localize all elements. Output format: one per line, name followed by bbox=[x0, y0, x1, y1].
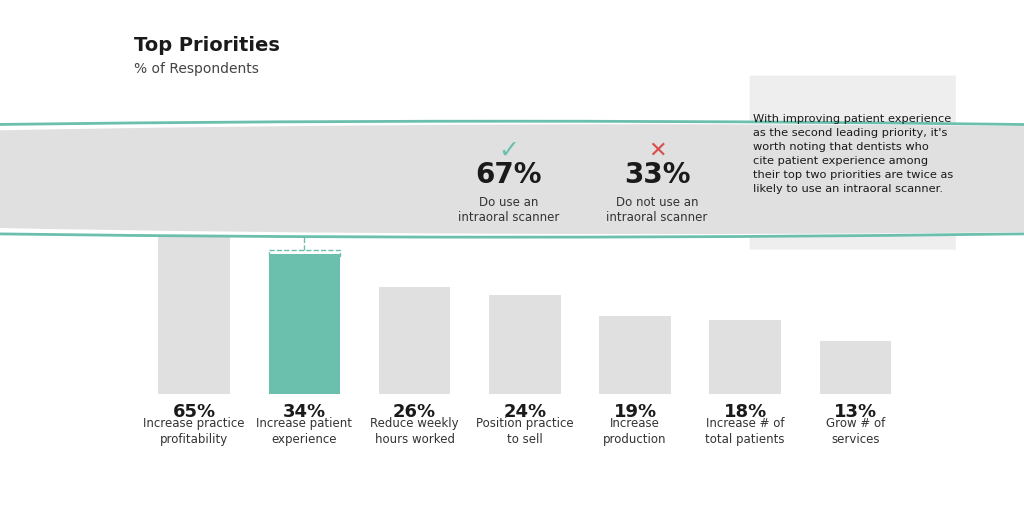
Text: Reduce weekly
hours worked: Reduce weekly hours worked bbox=[371, 417, 459, 446]
Text: 67%: 67% bbox=[475, 161, 542, 189]
Text: ✓: ✓ bbox=[498, 138, 519, 162]
Text: 34%: 34% bbox=[283, 403, 326, 421]
Circle shape bbox=[0, 121, 1024, 237]
Circle shape bbox=[0, 125, 1024, 233]
Text: 24%: 24% bbox=[503, 403, 547, 421]
Text: ✕: ✕ bbox=[648, 140, 667, 160]
Text: Increase
production: Increase production bbox=[603, 417, 667, 446]
Text: % of Respondents: % of Respondents bbox=[133, 62, 258, 76]
Text: 18%: 18% bbox=[724, 403, 767, 421]
Text: With improving patient experience
as the second leading priority, it's
worth not: With improving patient experience as the… bbox=[753, 114, 953, 194]
FancyBboxPatch shape bbox=[750, 75, 955, 250]
Text: Increase practice
profitability: Increase practice profitability bbox=[143, 417, 245, 446]
Text: 26%: 26% bbox=[393, 403, 436, 421]
Text: 19%: 19% bbox=[613, 403, 656, 421]
Text: Top Priorities: Top Priorities bbox=[133, 36, 280, 55]
Text: Increase patient
experience: Increase patient experience bbox=[256, 417, 352, 446]
Text: Increase # of
total patients: Increase # of total patients bbox=[706, 417, 785, 446]
Text: 13%: 13% bbox=[834, 403, 877, 421]
Bar bbox=[489, 295, 560, 395]
Text: 33%: 33% bbox=[624, 161, 690, 189]
Bar bbox=[599, 316, 671, 395]
Bar bbox=[268, 253, 340, 395]
Text: Do use an
intraoral scanner: Do use an intraoral scanner bbox=[458, 196, 559, 224]
Text: Position practice
to sell: Position practice to sell bbox=[476, 417, 573, 446]
Bar bbox=[710, 320, 781, 395]
Text: Grow # of
services: Grow # of services bbox=[825, 417, 885, 446]
Bar bbox=[819, 340, 891, 395]
Text: 65%: 65% bbox=[173, 403, 216, 421]
Bar bbox=[379, 287, 451, 395]
Text: Do not use an
intraoral scanner: Do not use an intraoral scanner bbox=[606, 196, 708, 224]
Bar bbox=[159, 125, 230, 395]
